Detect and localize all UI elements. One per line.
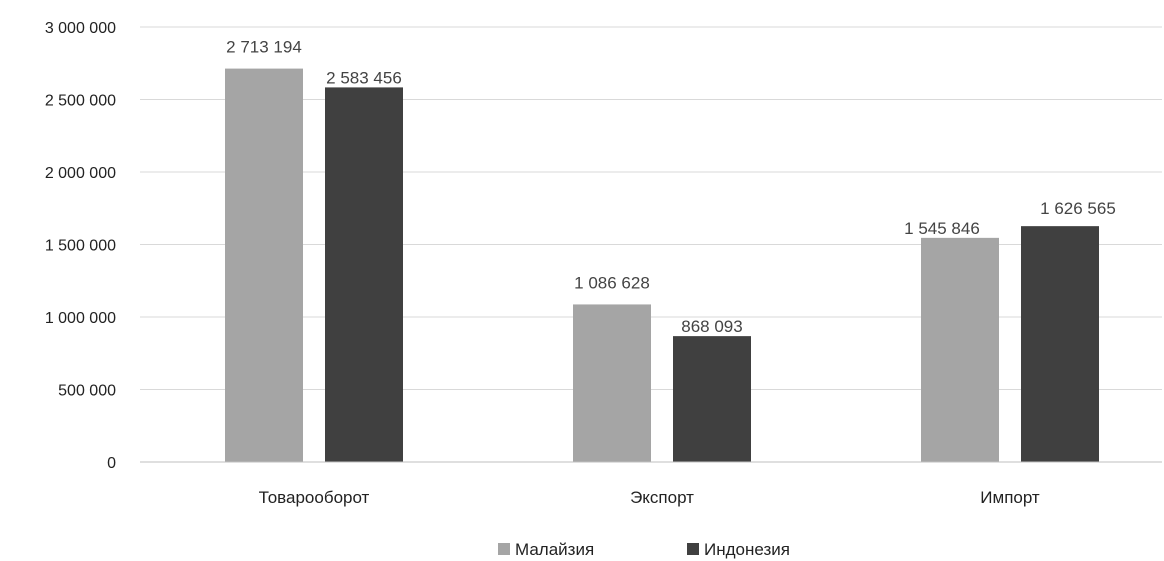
legend-item[interactable]: Малайзия	[498, 540, 594, 559]
y-tick-label: 2 500 000	[45, 93, 116, 110]
legend-swatch	[687, 543, 699, 555]
legend[interactable]: Малайзия Индонезия	[498, 540, 790, 559]
bar[interactable]	[225, 68, 303, 463]
bar[interactable]	[921, 237, 999, 462]
data-labels: 2 713 194 1 086 628 1 545 846 2 583 456 868 …	[226, 38, 1116, 337]
data-label: 1 086 628	[574, 273, 650, 292]
y-tick-label: 1 000 000	[45, 310, 116, 327]
x-axis: Товарооборот Экспорт Импорт	[140, 461, 1162, 507]
legend-label: Малайзия	[515, 540, 594, 559]
category-label: Импорт	[980, 488, 1040, 507]
bar[interactable]	[673, 336, 751, 462]
data-label: 868 093	[681, 317, 742, 336]
bar[interactable]	[325, 87, 403, 463]
category-label: Товарооборот	[259, 488, 370, 507]
data-label: 2 583 456	[326, 68, 402, 87]
data-label: 1 626 565	[1040, 199, 1116, 218]
legend-swatch	[498, 543, 510, 555]
category-label: Экспорт	[630, 488, 694, 507]
bars	[225, 68, 1099, 463]
bar[interactable]	[573, 304, 651, 462]
y-tick-label: 1 500 000	[45, 238, 116, 255]
data-label: 2 713 194	[226, 38, 302, 57]
y-tick-label: 2 000 000	[45, 165, 116, 182]
legend-item[interactable]: Индонезия	[687, 540, 790, 559]
y-tick-label: 3 000 000	[45, 20, 116, 37]
bar[interactable]	[1021, 226, 1099, 462]
y-tick-label: 500 000	[58, 383, 116, 400]
y-tick-label: 0	[107, 455, 116, 472]
y-axis: 0 500 000 1 000 000 1 500 000 2 000 000 2 500…	[45, 20, 116, 472]
data-label: 1 545 846	[904, 219, 980, 238]
legend-label: Индонезия	[704, 540, 790, 559]
